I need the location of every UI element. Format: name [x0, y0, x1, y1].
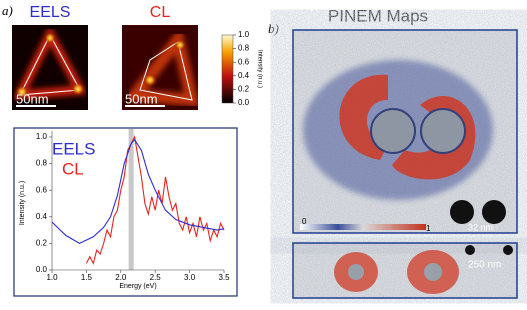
x-tick-label: 1.0 — [46, 273, 58, 282]
colorbar-tick-label: 0.0 — [238, 98, 250, 107]
x-tick-label: 2.5 — [150, 273, 162, 282]
scale-bar: 50nm — [125, 91, 158, 106]
pinem-map: 0 1 32 nm — [292, 29, 518, 234]
y-tick-label: 0.0 — [36, 265, 48, 274]
y-tick-label: 0.4 — [36, 212, 48, 221]
scale-label: 250 nm — [468, 260, 501, 271]
pinem-map-wide: 250 nm — [292, 242, 518, 299]
series-line — [85, 135, 225, 265]
y-axis-label: Intensity (n.u.) — [19, 181, 26, 225]
cl-map: 50nm — [122, 25, 200, 110]
colorbar-tick-label: 0.4 — [238, 71, 250, 80]
panel-label: a) — [2, 3, 13, 18]
x-axis-label: Energy (eV) — [119, 283, 156, 290]
y-tick-label: 0.2 — [36, 239, 48, 248]
panel-label: b) — [268, 21, 279, 36]
colorbar-min: 0 — [302, 217, 307, 226]
colorbar-label: Intensity (n.u.) — [256, 50, 262, 88]
colorbar-tick-label: 0.8 — [238, 44, 250, 53]
y-tick-label: 0.8 — [36, 159, 48, 168]
colorbar-tick-label: 1.0 — [238, 30, 250, 39]
x-tick-label: 2.0 — [115, 273, 127, 282]
highlight-band — [128, 129, 134, 270]
y-tick-label: 0.6 — [36, 185, 48, 194]
plot-frame — [13, 127, 238, 297]
x-tick-label: 1.5 — [81, 273, 93, 282]
map-title: CL — [150, 4, 171, 21]
map-title: EELS — [30, 4, 71, 21]
x-tick-label: 3.0 — [184, 273, 196, 282]
eels-map: 50nm — [12, 25, 88, 110]
colorbar-tick-label: 0.6 — [238, 57, 250, 66]
scale-bar: 50nm — [16, 91, 49, 106]
x-tick-label: 3.5 — [218, 273, 230, 282]
legend-entry: EELS — [52, 139, 95, 158]
colorbar-max: 1 — [426, 224, 431, 233]
series-line — [51, 138, 225, 245]
colorbar — [221, 34, 234, 104]
panel-title: PINEM Maps — [328, 6, 428, 25]
colorbar-tick-label: 0.2 — [238, 85, 250, 94]
legend-entry: CL — [62, 159, 84, 178]
y-tick-label: 1.0 — [36, 132, 48, 141]
scale-label: 32 nm — [468, 222, 493, 232]
